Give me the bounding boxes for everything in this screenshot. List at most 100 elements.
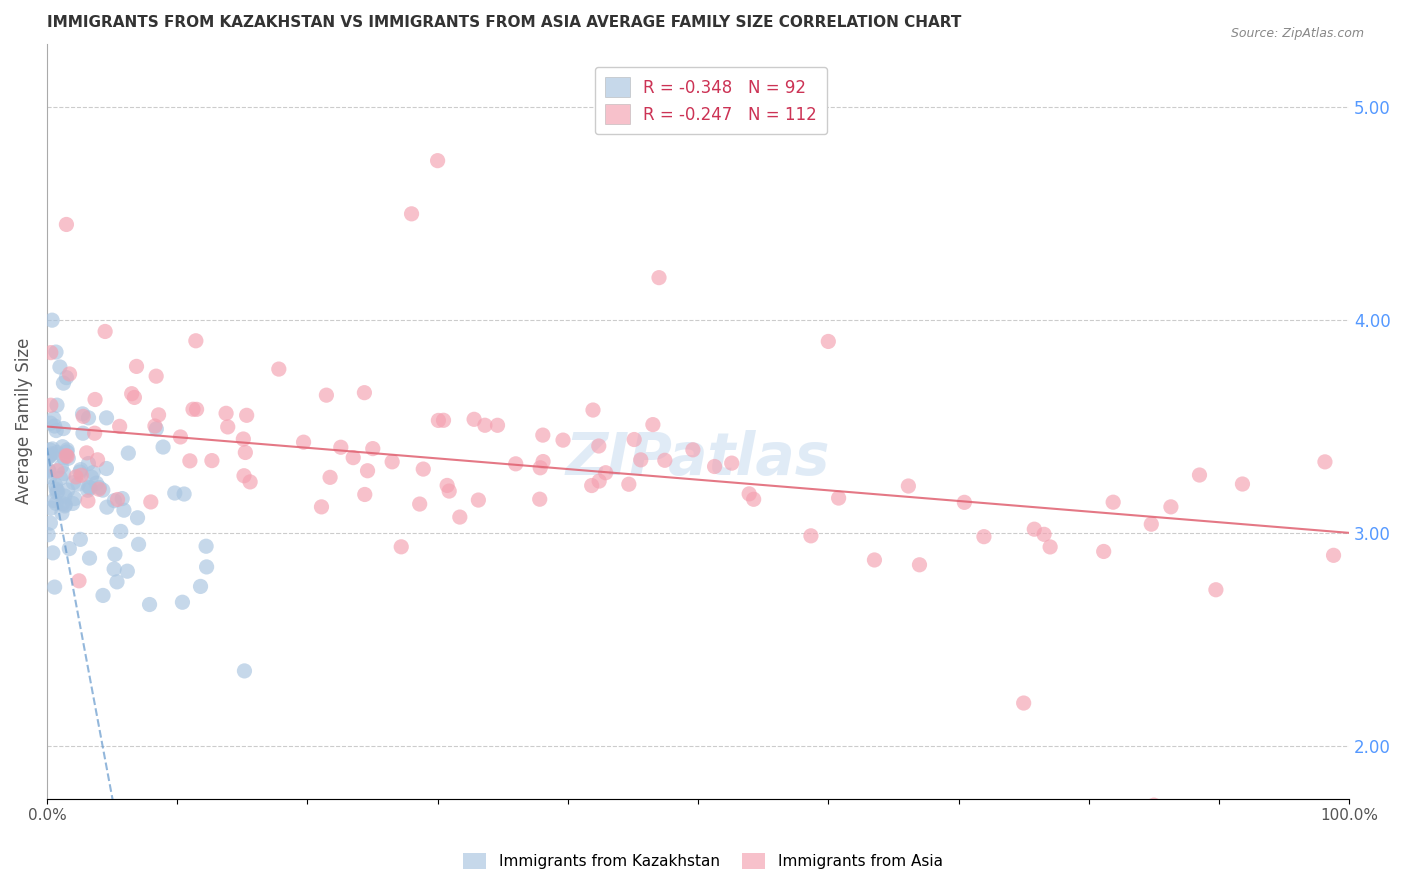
Immigrants from Kazakhstan xyxy=(104,547,127,561)
Immigrants from Asia xyxy=(1205,582,1227,597)
Immigrants from Asia xyxy=(353,385,375,400)
Immigrants from Kazakhstan xyxy=(46,445,69,459)
Immigrants from Kazakhstan xyxy=(79,481,101,495)
Immigrants from Kazakhstan xyxy=(127,510,149,524)
Immigrants from Asia xyxy=(817,334,839,349)
Immigrants from Asia xyxy=(505,457,527,471)
Immigrants from Asia xyxy=(581,478,603,492)
Immigrants from Asia xyxy=(1313,455,1336,469)
Immigrants from Kazakhstan xyxy=(51,459,73,474)
Immigrants from Asia xyxy=(531,454,554,468)
Immigrants from Kazakhstan xyxy=(62,475,84,490)
Immigrants from Kazakhstan xyxy=(37,463,59,477)
Immigrants from Asia xyxy=(76,446,98,460)
Immigrants from Asia xyxy=(412,462,434,476)
Immigrants from Kazakhstan xyxy=(52,421,75,435)
Immigrants from Kazakhstan xyxy=(41,447,63,461)
Immigrants from Asia xyxy=(215,406,238,420)
Immigrants from Kazakhstan xyxy=(38,449,60,463)
Immigrants from Asia xyxy=(143,419,166,434)
Immigrants from Asia xyxy=(408,497,430,511)
Immigrants from Asia xyxy=(84,392,107,407)
Immigrants from Asia xyxy=(437,484,460,499)
Immigrants from Asia xyxy=(800,529,823,543)
Immigrants from Asia xyxy=(315,388,337,402)
Immigrants from Kazakhstan xyxy=(52,497,75,511)
Immigrants from Asia xyxy=(107,492,129,507)
Immigrants from Kazakhstan xyxy=(38,442,60,457)
Text: ZIPatlas: ZIPatlas xyxy=(565,431,831,487)
Immigrants from Kazakhstan xyxy=(39,516,62,530)
Immigrants from Kazakhstan xyxy=(53,489,76,503)
Immigrants from Asia xyxy=(432,413,454,427)
Immigrants from Asia xyxy=(94,325,117,339)
Immigrants from Asia xyxy=(311,500,333,514)
Immigrants from Asia xyxy=(55,449,77,463)
Immigrants from Kazakhstan xyxy=(91,589,114,603)
Immigrants from Kazakhstan xyxy=(56,483,79,497)
Immigrants from Asia xyxy=(467,493,489,508)
Immigrants from Asia xyxy=(436,478,458,492)
Immigrants from Kazakhstan xyxy=(56,445,79,459)
Immigrants from Kazakhstan xyxy=(86,476,108,491)
Immigrants from Kazakhstan xyxy=(39,501,62,516)
Immigrants from Asia xyxy=(582,403,605,417)
Immigrants from Asia xyxy=(1102,495,1125,509)
Immigrants from Asia xyxy=(1033,527,1056,541)
Immigrants from Asia xyxy=(356,464,378,478)
Immigrants from Kazakhstan xyxy=(63,491,86,506)
Immigrants from Asia xyxy=(124,391,146,405)
Immigrants from Kazakhstan xyxy=(72,407,94,421)
Immigrants from Asia xyxy=(1322,549,1344,563)
Immigrants from Kazakhstan xyxy=(163,486,186,500)
Immigrants from Asia xyxy=(201,453,224,467)
Immigrants from Asia xyxy=(169,430,191,444)
Immigrants from Kazakhstan xyxy=(37,527,59,541)
Immigrants from Asia xyxy=(588,474,610,488)
Y-axis label: Average Family Size: Average Family Size xyxy=(15,338,32,504)
Immigrants from Kazakhstan xyxy=(51,506,73,520)
Immigrants from Asia xyxy=(353,487,375,501)
Immigrants from Kazakhstan xyxy=(69,533,91,547)
Immigrants from Asia xyxy=(551,433,574,447)
Immigrants from Asia xyxy=(648,270,671,285)
Immigrants from Kazakhstan xyxy=(41,442,63,456)
Immigrants from Asia xyxy=(55,218,77,232)
Immigrants from Asia xyxy=(474,418,496,433)
Immigrants from Kazakhstan xyxy=(117,564,139,578)
Immigrants from Asia xyxy=(125,359,148,374)
Immigrants from Asia xyxy=(39,398,62,412)
Immigrants from Kazakhstan xyxy=(37,450,59,464)
Immigrants from Asia xyxy=(65,470,87,484)
Immigrants from Kazakhstan xyxy=(173,487,195,501)
Text: IMMIGRANTS FROM KAZAKHSTAN VS IMMIGRANTS FROM ASIA AVERAGE FAMILY SIZE CORRELATI: IMMIGRANTS FROM KAZAKHSTAN VS IMMIGRANTS… xyxy=(46,15,962,30)
Immigrants from Asia xyxy=(139,495,162,509)
Immigrants from Kazakhstan xyxy=(96,461,118,475)
Immigrants from Asia xyxy=(39,345,62,359)
Immigrants from Kazakhstan xyxy=(49,359,72,374)
Immigrants from Asia xyxy=(630,453,652,467)
Immigrants from Kazakhstan xyxy=(105,574,128,589)
Immigrants from Asia xyxy=(1232,477,1254,491)
Immigrants from Asia xyxy=(186,402,208,417)
Immigrants from Asia xyxy=(233,468,256,483)
Immigrants from Kazakhstan xyxy=(52,467,75,481)
Immigrants from Asia xyxy=(623,433,645,447)
Immigrants from Asia xyxy=(235,409,257,423)
Immigrants from Asia xyxy=(46,464,69,478)
Immigrants from Kazakhstan xyxy=(58,451,80,466)
Immigrants from Kazakhstan xyxy=(49,471,72,485)
Immigrants from Kazakhstan xyxy=(52,450,75,465)
Immigrants from Kazakhstan xyxy=(69,462,91,476)
Immigrants from Asia xyxy=(682,442,704,457)
Immigrants from Asia xyxy=(1140,517,1163,532)
Immigrants from Kazakhstan xyxy=(53,499,76,513)
Immigrants from Kazakhstan xyxy=(56,442,79,457)
Immigrants from Asia xyxy=(703,459,725,474)
Immigrants from Asia xyxy=(908,558,931,572)
Immigrants from Asia xyxy=(827,491,849,505)
Immigrants from Asia xyxy=(863,553,886,567)
Immigrants from Kazakhstan xyxy=(190,579,212,593)
Immigrants from Asia xyxy=(342,450,364,465)
Immigrants from Kazakhstan xyxy=(111,491,134,506)
